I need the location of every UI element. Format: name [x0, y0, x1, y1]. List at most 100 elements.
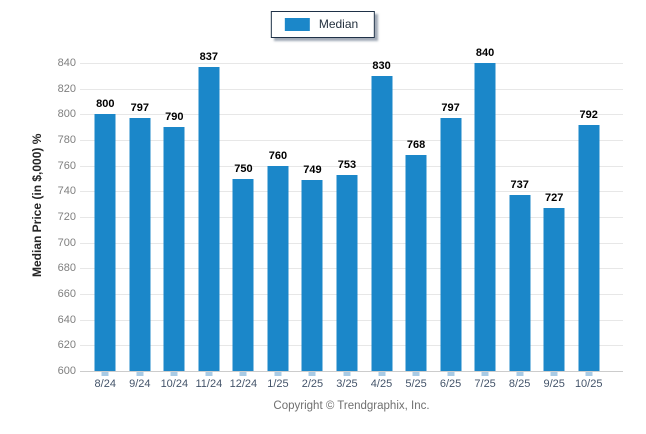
x-axis-tick — [101, 372, 109, 376]
x-tick-label: 8/24 — [94, 378, 116, 390]
gridline — [80, 88, 623, 90]
y-tick-label: 740 — [57, 185, 76, 198]
bar-group: 749 2/25 — [295, 63, 330, 390]
x-axis-tick — [274, 372, 282, 376]
y-tick-label: 680 — [57, 262, 76, 275]
bar — [440, 118, 462, 371]
bar-value-label: 760 — [268, 149, 288, 162]
x-tick-label: 7/25 — [474, 378, 496, 390]
x-tick-label: 10/25 — [574, 378, 603, 390]
bar — [94, 114, 116, 371]
y-tick-label: 620 — [57, 339, 76, 352]
x-axis-tick — [205, 372, 213, 376]
bar-group: 840 7/25 — [468, 47, 503, 390]
x-axis-tick — [550, 372, 558, 376]
x-axis-baseline — [80, 371, 623, 372]
bar-value-label: 797 — [441, 102, 460, 115]
bar — [371, 75, 393, 371]
bar — [509, 195, 531, 371]
x-tick-label: 10/24 — [160, 378, 189, 390]
bar-group: 750 12/24 — [226, 63, 261, 391]
x-axis-tick — [239, 372, 247, 376]
y-tick-label: 840 — [57, 57, 76, 69]
bar — [543, 208, 565, 371]
y-tick-label: 720 — [57, 211, 76, 223]
bar-group: 837 11/24 — [192, 51, 227, 390]
bar — [163, 127, 185, 371]
bar-group: 768 5/25 — [399, 63, 434, 390]
x-axis-tick — [343, 372, 351, 376]
bar — [474, 63, 496, 371]
gridline — [80, 114, 623, 116]
x-tick-label: 11/24 — [195, 378, 223, 390]
x-axis-tick — [308, 372, 316, 376]
bar-group: 800 8/24 — [88, 63, 123, 390]
y-tick-label: 760 — [57, 159, 76, 172]
bar — [198, 66, 220, 371]
bar-group: 797 9/24 — [123, 63, 158, 390]
x-tick-label: 2/25 — [301, 378, 324, 390]
bar — [129, 118, 151, 371]
bar-value-label: 749 — [303, 163, 322, 176]
x-axis-tick — [170, 372, 178, 376]
bar-value-label: 750 — [234, 162, 253, 175]
x-tick-label: 6/25 — [439, 378, 462, 390]
bar — [578, 124, 600, 371]
y-tick-label: 780 — [57, 134, 76, 146]
y-tick-label: 600 — [57, 365, 76, 377]
bar-group: 797 6/25 — [433, 63, 468, 390]
bar-value-label: 727 — [544, 192, 564, 205]
x-axis-tick — [481, 372, 489, 376]
x-tick-label: 12/24 — [229, 378, 258, 390]
legend-swatch-median — [284, 18, 310, 31]
x-axis-tick — [447, 372, 455, 376]
bar-value-label: 790 — [165, 111, 184, 124]
bar-value-label: 840 — [475, 47, 495, 59]
bar-value-label: 737 — [510, 179, 529, 192]
x-axis-tick — [516, 372, 524, 376]
x-axis-tick — [136, 372, 144, 376]
gridline — [80, 63, 623, 64]
copyright-text: Copyright © Trendgraphix, Inc. — [273, 400, 430, 412]
bar-group: 830 4/25 — [364, 60, 399, 390]
bar-group: 753 3/25 — [330, 63, 365, 390]
y-tick-label: 820 — [57, 82, 76, 95]
y-tick-label: 700 — [57, 236, 76, 249]
bar-series-median: 800 8/24 797 9/24 790 10/24 837 11/24 750 12/24 76… — [88, 47, 606, 391]
bar-value-label: 797 — [130, 102, 149, 115]
x-tick-label: 8/25 — [508, 378, 531, 390]
x-tick-label: 3/25 — [336, 378, 358, 390]
y-axis-tick-labels: 600 620 640 660 680 700 720 740 760 780 800 820 840 — [38, 57, 76, 377]
bar-value-label: 837 — [199, 50, 219, 63]
x-tick-label: 9/25 — [543, 378, 565, 390]
bar — [267, 165, 289, 371]
bar-group: 792 10/25 — [571, 63, 606, 390]
bar-value-label: 792 — [579, 108, 598, 121]
bar-group: 727 9/25 — [537, 63, 572, 390]
legend-label-median: Median — [318, 17, 359, 31]
bar-value-label: 830 — [372, 59, 391, 72]
x-tick-label: 5/25 — [405, 378, 427, 390]
legend: Median — [270, 11, 376, 38]
x-tick-label: 4/25 — [370, 378, 393, 390]
y-tick-label: 660 — [57, 288, 76, 300]
bar — [336, 174, 358, 371]
gridline — [80, 165, 623, 167]
x-tick-label: 9/24 — [129, 378, 151, 390]
bar-value-label: 753 — [337, 158, 357, 171]
bar — [301, 179, 323, 371]
bar — [405, 155, 427, 371]
bar-group: 790 10/24 — [157, 63, 192, 390]
y-tick-label: 800 — [57, 108, 76, 121]
gridline — [80, 140, 623, 141]
bar — [232, 178, 254, 371]
y-tick-label: 640 — [57, 313, 76, 326]
bar-value-label: 800 — [96, 98, 115, 111]
x-tick-label: 1/25 — [267, 378, 289, 390]
x-axis-tick — [585, 372, 593, 376]
bar-value-label: 768 — [406, 139, 426, 152]
x-axis-tick — [378, 372, 386, 376]
bar-group: 760 1/25 — [261, 63, 296, 390]
bar-group: 737 8/25 — [502, 63, 537, 390]
